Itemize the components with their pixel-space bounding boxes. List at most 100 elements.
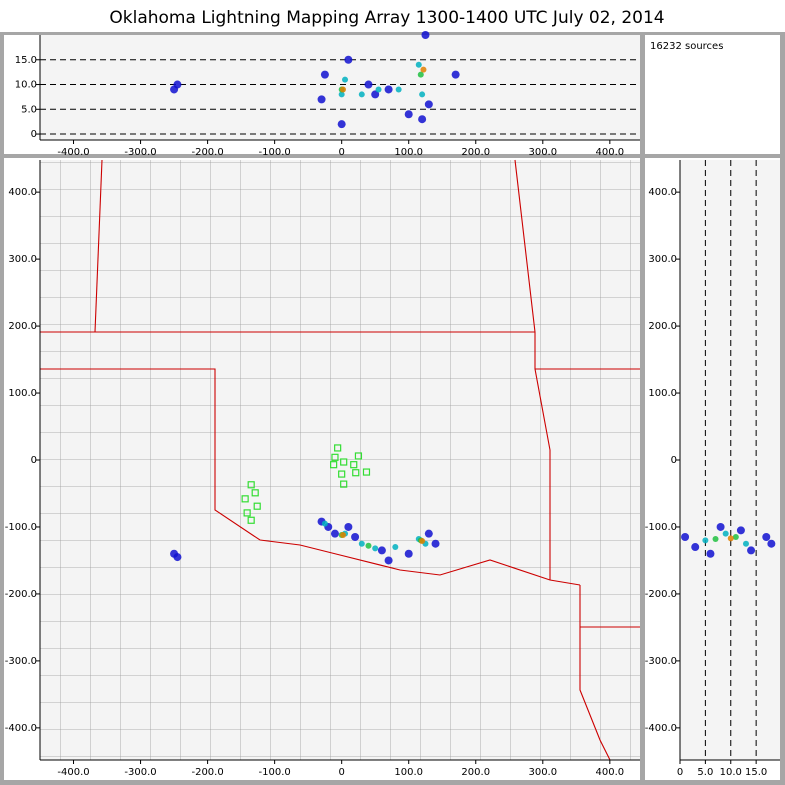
source-point: [431, 539, 440, 548]
source-point: [451, 70, 460, 79]
y-tick-label: 10.0: [15, 80, 37, 91]
plot-area: [680, 160, 780, 760]
x-tick-label: -400.0: [57, 147, 89, 158]
source-point: [338, 91, 345, 98]
station: [340, 480, 348, 488]
source-point: [173, 553, 182, 562]
source-point: [747, 546, 756, 555]
source-point: [404, 549, 413, 558]
source-point: [321, 520, 328, 527]
source-point: [371, 90, 380, 99]
station: [338, 470, 346, 478]
source-point: [358, 91, 365, 98]
source-point: [424, 100, 433, 109]
source-point: [337, 120, 346, 129]
source-point: [722, 530, 729, 537]
station: [350, 461, 358, 469]
x-tick-label: 200.0: [461, 147, 490, 158]
station: [243, 509, 251, 517]
source-point: [736, 526, 745, 535]
source-point: [340, 532, 347, 538]
source-point: [344, 522, 353, 531]
y-tick-label: 200.0: [8, 321, 37, 332]
source-point: [377, 546, 386, 555]
source-point: [421, 31, 430, 39]
y-tick-label: -400.0: [5, 723, 37, 734]
source-point: [375, 86, 382, 93]
x-tick-label: 0: [338, 147, 344, 158]
y-tick-label: 0: [31, 129, 37, 140]
source-point: [732, 534, 739, 541]
source-count: 16232 sources: [650, 41, 723, 52]
station: [354, 452, 363, 460]
station: [251, 489, 259, 497]
source-point: [392, 544, 399, 551]
x-tick-label: 5.0: [697, 767, 713, 778]
x-tick-label: 400.0: [596, 147, 625, 158]
source-point: [364, 80, 373, 89]
x-tick-label: 200.0: [461, 767, 490, 778]
x-tick-label: 400.0: [596, 767, 625, 778]
source-point: [344, 55, 353, 64]
source-point: [320, 70, 329, 79]
source-point: [404, 110, 413, 119]
x-tick-label: 100.0: [394, 147, 423, 158]
station: [340, 458, 348, 466]
y-tick-label: -300.0: [645, 656, 677, 667]
source-point: [358, 540, 365, 547]
y-tick-label: 400.0: [8, 187, 37, 198]
x-tick-label: -300.0: [124, 767, 156, 778]
county-lines: [40, 160, 640, 760]
x-tick-label: -200.0: [191, 147, 223, 158]
y-tick-label: 0: [31, 455, 37, 466]
y-tick-label: -400.0: [645, 723, 677, 734]
source-point: [767, 539, 776, 548]
state-borders: [40, 159, 640, 761]
source-point: [762, 533, 771, 542]
y-tick-label: 200.0: [648, 321, 677, 332]
x-tick-label: -200.0: [191, 767, 223, 778]
source-point: [415, 61, 422, 68]
station: [241, 495, 249, 503]
source-point: [712, 536, 719, 543]
y-tick-label: 15.0: [15, 55, 37, 66]
source-point: [424, 529, 433, 538]
source-point: [395, 86, 402, 93]
x-tick-label: 300.0: [528, 767, 557, 778]
y-tick-label: 300.0: [648, 254, 677, 265]
x-tick-label: 0: [677, 767, 683, 778]
source-point: [330, 529, 339, 538]
y-tick-label: 400.0: [648, 187, 677, 198]
source-point: [420, 66, 427, 73]
station: [334, 444, 342, 452]
source-point: [742, 540, 749, 547]
station: [362, 468, 371, 476]
source-point: [372, 545, 379, 552]
source-point: [691, 543, 700, 552]
y-tick-label: -200.0: [645, 589, 677, 600]
x-tick-label: 100.0: [394, 767, 423, 778]
x-tick-label: -100.0: [259, 147, 291, 158]
source-point: [365, 542, 372, 549]
source-point: [317, 95, 326, 104]
source-point: [706, 549, 715, 558]
chart-title: Oklahoma Lightning Mapping Array 1300-14…: [109, 8, 664, 28]
source-point: [351, 533, 360, 542]
x-tick-label: 15.0: [745, 767, 767, 778]
x-tick-label: -300.0: [124, 147, 156, 158]
y-tick-label: 100.0: [648, 388, 677, 399]
source-point: [727, 535, 734, 542]
y-tick-label: 300.0: [8, 254, 37, 265]
y-tick-label: -300.0: [5, 656, 37, 667]
source-point: [384, 556, 393, 565]
source-point: [173, 80, 182, 89]
y-tick-label: -100.0: [5, 522, 37, 533]
station: [247, 481, 255, 489]
x-tick-label: -400.0: [57, 767, 89, 778]
x-tick-label: 300.0: [528, 147, 557, 158]
source-point: [419, 538, 426, 545]
source-point: [418, 115, 427, 124]
title-bar: [0, 0, 785, 32]
source-point: [384, 85, 393, 94]
